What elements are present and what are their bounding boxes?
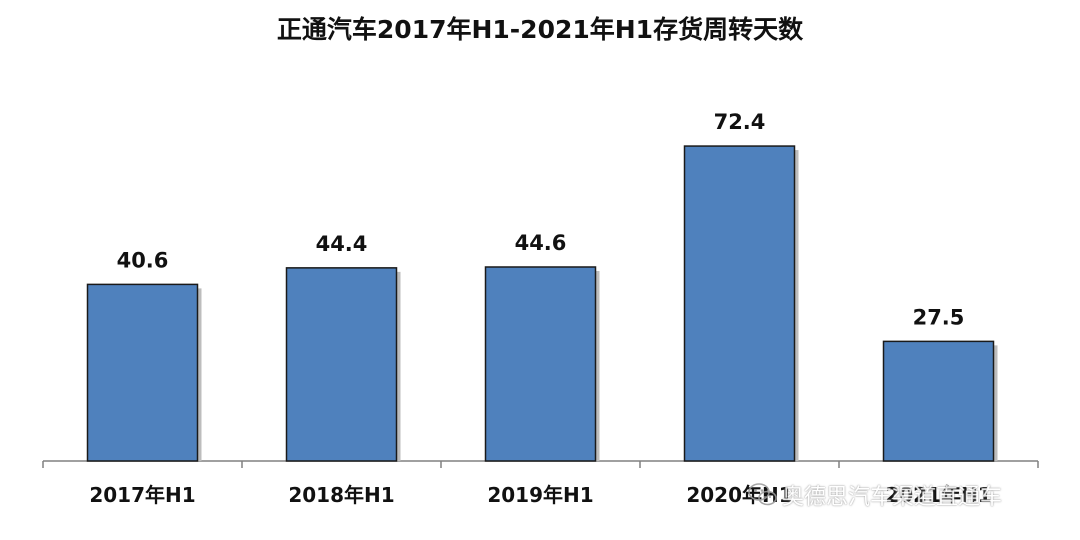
x-tick-label: 2019年H1 <box>487 483 593 507</box>
bar-value-label: 27.5 <box>913 305 965 329</box>
bar <box>285 267 398 462</box>
bar <box>882 340 995 462</box>
chart-title: 正通汽车2017年H1-2021年H1存货周转天数 <box>276 15 804 44</box>
bar <box>683 145 796 462</box>
x-tick-label: 2021年H1 <box>885 483 991 507</box>
wechat-icon <box>748 483 777 506</box>
bar-series <box>86 145 998 462</box>
x-tick-label: 2018年H1 <box>288 483 394 507</box>
watermark-text: 奥德思汽车渠道直通车 <box>782 485 1003 510</box>
x-axis-ticks <box>42 461 1039 468</box>
bar-value-label: 40.6 <box>117 248 169 272</box>
bar <box>86 283 199 462</box>
watermark: 奥德思汽车渠道直通车 <box>748 478 1002 512</box>
bar-value-label: 44.6 <box>515 231 567 255</box>
bar-value-label: 44.4 <box>316 232 368 256</box>
bar-value-label: 72.4 <box>714 110 766 134</box>
bar <box>484 266 597 462</box>
x-tick-label: 2017年H1 <box>89 483 195 507</box>
x-axis-tick-labels: 2017年H1 2018年H1 2019年H1 2020年H1 2021年H1 <box>89 483 991 507</box>
data-labels: 40.6 44.4 44.6 72.4 27.5 <box>117 110 965 329</box>
